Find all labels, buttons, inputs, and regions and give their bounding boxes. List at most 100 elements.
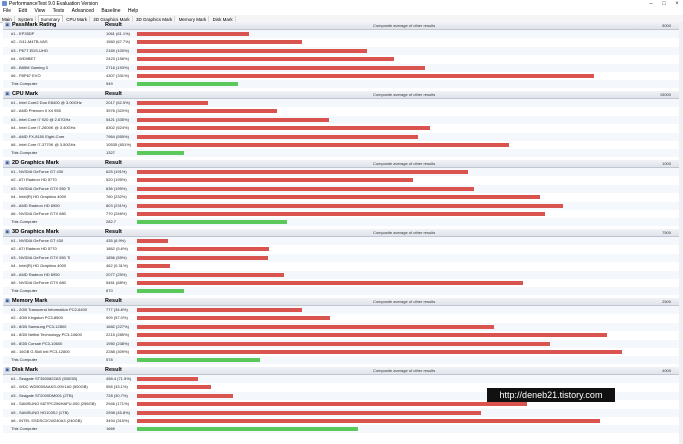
result-value: 3976 (320%)	[106, 108, 129, 114]
result-bar	[137, 419, 600, 423]
result-row: #4 - Intel(R) HD Graphics 4000 462 (0.31%…	[3, 262, 679, 270]
scale-max-label: 4000	[662, 368, 671, 373]
this-computer-row: This Computer 670	[3, 287, 679, 296]
app-icon	[2, 1, 7, 6]
result-value: 2077 (25%)	[106, 271, 127, 277]
menu-tests[interactable]: Tests	[52, 8, 65, 14]
compare-label: Composite average of other results	[373, 368, 436, 373]
result-row: #6 - NVIDIA GeForce GTX 680 770 (246%)	[3, 210, 679, 218]
collapse-icon[interactable]: ▣	[5, 367, 10, 373]
result-name: #6 - NVIDIA GeForce GTX 680	[11, 280, 66, 285]
result-value: 10535 (651%)	[106, 142, 132, 147]
result-row: #4 - SAMSUNG MZ7PC256HAFU-000 (256GB) 294…	[3, 400, 679, 408]
result-row: #2 - 4GB Kingston PC3-8500 909 (57.0%)	[3, 314, 679, 322]
menu-edit[interactable]: Edit	[18, 8, 28, 14]
result-bar	[137, 308, 302, 312]
result-header: Result	[105, 298, 122, 304]
collapse-icon[interactable]: ▣	[5, 91, 10, 97]
tab-disk-mark[interactable]: Disk Mark	[211, 16, 236, 23]
maximize-button[interactable]: □	[662, 1, 666, 7]
result-header: Result	[105, 91, 122, 97]
result-name: #1 - NVIDIA GeForce GT 430	[11, 238, 64, 243]
compare-label: Composite average of other results	[373, 161, 436, 166]
result-bar	[137, 40, 303, 45]
result-row: #2 - ATI Radeon HD 5770 1862 (5.6%)	[3, 245, 679, 253]
result-row: #3 - NVIDIA GeForce GTX 550 Ti 636 (195%)	[3, 184, 679, 193]
menu-view[interactable]: View	[34, 8, 46, 14]
result-name: #6 - NVIDIA GeForce GTX 680	[11, 211, 66, 216]
menu-file[interactable]: File	[3, 8, 12, 14]
section-memory-mark: ▣ Memory Mark Result Composite average of o…	[3, 298, 679, 367]
section-header[interactable]: ▣ 3D Graphics Mark Result Composite average…	[3, 229, 679, 237]
result-value: 520 (195%)	[106, 177, 127, 183]
this-computer-row: This Computer 1327	[3, 149, 679, 158]
result-bar	[137, 101, 209, 105]
result-row: #6 - NVIDIA GeForce GTX 680 5461 (68%)	[3, 279, 679, 287]
result-name: #3 - 8GB Samsung PC3-12800	[11, 323, 67, 329]
collapse-icon[interactable]: ▣	[5, 298, 10, 304]
result-name: #4 - WD9BET	[11, 56, 36, 62]
result-bar	[137, 255, 269, 260]
result-value: 2017 (62.5%)	[106, 100, 131, 105]
result-value: 2598 (45.8%)	[106, 409, 131, 415]
result-row: #1 - Seagate ST3500822AS (500GB) 458.4 (7…	[3, 375, 679, 383]
result-row: #2 - ATI Radeon HD 5770 520 (195%)	[3, 176, 679, 184]
result-row: #5 - AMD FX-8150 Eight-Core 7964 (555%)	[3, 132, 679, 141]
result-name: #4 - Intel(R) HD Graphics 4000	[11, 194, 67, 200]
menu-advanced[interactable]: Advanced	[71, 8, 94, 14]
result-bar	[137, 109, 278, 114]
result-header: Result	[105, 22, 122, 28]
section-title: Memory Mark	[12, 298, 48, 304]
result-name: #5 - AMD FX-8150 Eight-Core	[11, 133, 65, 139]
result-name: #2 - AMD Phenom II X4 955	[11, 108, 61, 114]
minimize-button[interactable]: –	[649, 1, 653, 7]
section-header[interactable]: ▣ PassMark Rating Result Composite average …	[3, 22, 679, 30]
result-name: This Computer	[11, 288, 38, 294]
result-bar	[137, 333, 607, 338]
result-value: 803 (231%)	[106, 202, 127, 208]
result-value: 7964 (555%)	[106, 133, 129, 139]
result-value: 770 (246%)	[106, 211, 127, 216]
result-bar	[137, 65, 425, 70]
this-computer-row: This Computer 949	[3, 80, 679, 89]
result-name: #3 - NVIDIA GeForce GTX 550 Ti	[11, 185, 71, 191]
section-header[interactable]: ▣ CPU Mark Result Composite average of othe…	[3, 91, 679, 99]
vertical-scrollbar[interactable]	[679, 22, 683, 444]
result-bar	[137, 57, 394, 62]
result-name: #2 - ATI Radeon HD 5770	[11, 177, 57, 183]
result-value: 728 (30.7%)	[106, 392, 128, 398]
compare-label: Composite average of other results	[373, 92, 436, 97]
result-name: #5 - 8GB Corsair PC3-10600	[11, 340, 63, 346]
result-name: #6 - INTEL SSDSC2CW240A3 (240GB)	[11, 418, 82, 423]
result-row: #5 - AMD Radeon HD 6950 2077 (25%)	[3, 270, 679, 279]
menu-baseline[interactable]: Baseline	[101, 8, 121, 14]
result-value: 558 (33.1%)	[106, 384, 128, 390]
collapse-icon[interactable]: ▣	[5, 22, 10, 28]
menu-bar: File Edit View Tests Advanced Baseline H…	[0, 8, 683, 15]
result-value: 760 (232%)	[106, 194, 127, 200]
result-name: #2 - G41-M4TB-VAS	[11, 39, 48, 45]
result-name: #1 - 2GB Transcend Information PC2-6400	[11, 307, 88, 312]
collapse-icon[interactable]: ▣	[5, 160, 10, 166]
section-header[interactable]: ▣ Memory Mark Result Composite average of o…	[3, 298, 679, 306]
section-header[interactable]: ▣ Disk Mark Result Composite average of oth…	[3, 367, 679, 375]
result-value: 1560 (67.7%)	[106, 39, 131, 45]
result-value: 8302 (524%)	[106, 125, 129, 131]
result-name: #5 - AMD Radeon HD 6950	[11, 202, 60, 208]
result-bar	[137, 385, 211, 390]
result-name: #3 - Intel Core i7 920 @ 2.67GHz	[11, 116, 71, 122]
scale-max-label: 7500	[662, 230, 671, 235]
section-title: 3D Graphics Mark	[12, 229, 59, 235]
result-value: 1061 (61.1%)	[106, 31, 131, 36]
result-value: 5461 (68%)	[106, 280, 127, 285]
section-header[interactable]: ▣ 2D Graphics Mark Result Composite average…	[3, 160, 679, 168]
result-value: 3494 (315%)	[106, 418, 129, 423]
result-row: #5 - 8GB Corsair PC3-10600 1950 (238%)	[3, 339, 679, 348]
collapse-icon[interactable]: ▣	[5, 229, 10, 235]
result-bar	[137, 281, 523, 285]
menu-help[interactable]: Help	[127, 8, 139, 14]
result-row: #2 - WDC WD5000AAKS-00V1A0 (500GB) 558 (3…	[3, 383, 679, 391]
close-button[interactable]: ×	[675, 1, 679, 7]
result-bar	[137, 117, 329, 122]
result-row: #5 - AMD Radeon HD 6950 803 (231%)	[3, 201, 679, 210]
